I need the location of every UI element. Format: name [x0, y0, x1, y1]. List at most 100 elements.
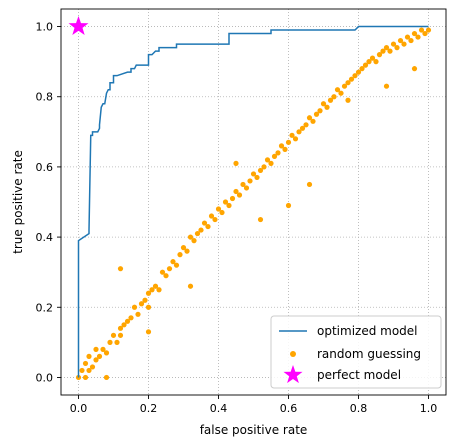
scatter-point — [219, 209, 225, 216]
y-tick-label: 0.2 — [36, 301, 54, 314]
scatter-point — [345, 80, 351, 86]
scatter-point — [362, 62, 369, 68]
scatter-point — [149, 287, 155, 293]
legend-box — [270, 315, 442, 389]
scatter-point — [240, 181, 246, 188]
scatter-point — [173, 262, 180, 268]
scatter-point — [422, 30, 428, 37]
scatter-point — [128, 315, 134, 321]
scatter-point — [275, 150, 281, 156]
y-tick-label: 0.8 — [36, 91, 54, 104]
scatter-point — [355, 69, 362, 75]
scatter-point — [278, 143, 285, 149]
roc-curve-line — [77, 25, 429, 378]
scatter-point — [138, 301, 145, 307]
scatter-point — [268, 160, 274, 166]
scatter-point — [334, 87, 341, 93]
scatter-point — [380, 48, 386, 54]
scatter-point — [383, 45, 390, 51]
scatter-point — [299, 125, 306, 131]
scatter-point — [82, 360, 89, 367]
scatter-point — [303, 122, 309, 128]
scatter-point — [177, 252, 183, 258]
scatter-point — [107, 339, 113, 345]
scatter-point — [110, 332, 117, 338]
scatter-point — [184, 248, 190, 254]
scatter-point — [292, 136, 299, 142]
scatter-point — [198, 227, 204, 233]
scatter-point — [117, 266, 124, 272]
scatter-point — [208, 213, 215, 219]
scatter-point — [285, 202, 292, 209]
y-axis-title: true positive rate — [11, 150, 25, 254]
scatter-point — [75, 374, 82, 381]
scatter-point — [394, 45, 400, 51]
scatter-point — [103, 350, 110, 356]
scatter-point — [390, 41, 397, 47]
x-axis-title: false positive rate — [200, 423, 308, 437]
perfect-model-star — [68, 16, 89, 36]
scatter-point — [418, 27, 425, 33]
scatter-point — [86, 367, 92, 374]
legend-label: optimized model — [317, 324, 418, 338]
x-tick-label: 0.6 — [280, 402, 298, 415]
scatter-point — [187, 283, 194, 289]
scatter-point — [156, 287, 162, 293]
scatter-point — [313, 111, 320, 117]
scatter-point — [117, 325, 124, 331]
scatter-point — [415, 34, 421, 40]
x-tick-label: 0.4 — [210, 402, 228, 415]
scatter-point — [257, 167, 264, 174]
scatter-point — [376, 52, 383, 58]
scatter-point — [114, 339, 120, 345]
scatter-point — [397, 37, 404, 44]
scatter-point — [373, 59, 379, 65]
scatter-point — [100, 346, 106, 352]
scatter-point — [369, 55, 376, 61]
scatter-point — [194, 230, 201, 237]
scatter-point — [86, 353, 92, 359]
scatter-point — [121, 322, 127, 328]
scatter-point — [212, 216, 218, 223]
scatter-point — [89, 364, 96, 370]
scatter-point — [145, 329, 152, 335]
scatter-point — [348, 76, 355, 82]
scatter-point — [296, 129, 302, 135]
scatter-point — [187, 234, 194, 240]
scatter-point — [82, 374, 89, 381]
scatter-point — [215, 206, 222, 212]
scatter-point — [142, 297, 148, 303]
scatter-point — [145, 290, 152, 296]
scatter-point — [401, 41, 407, 47]
scatter-point — [310, 118, 316, 124]
scatter-point — [289, 132, 295, 138]
plot-frame — [60, 8, 447, 396]
scatter-point — [117, 332, 124, 338]
scatter-point — [411, 66, 418, 72]
scatter-point — [250, 171, 257, 177]
scatter-point — [236, 192, 243, 198]
x-tick-label: 0.0 — [70, 402, 88, 415]
scatter-point — [180, 245, 187, 251]
scatter-point — [243, 185, 250, 191]
scatter-point — [285, 139, 292, 145]
y-tick-label: 1.0 — [36, 21, 54, 34]
scatter-point — [306, 181, 313, 188]
scatter-point — [320, 101, 327, 107]
scatter-point — [163, 273, 169, 279]
scatter-point — [366, 59, 372, 65]
scatter-point — [233, 188, 239, 195]
x-tick-label: 0.2 — [140, 402, 158, 415]
scatter-point — [383, 83, 390, 89]
scatter-point — [324, 104, 330, 110]
x-tick-label: 0.8 — [350, 402, 368, 415]
x-tick-label: 1.0 — [420, 402, 438, 415]
scatter-point — [93, 357, 99, 363]
legend-label: random guessing — [317, 347, 421, 361]
scatter-point — [103, 374, 110, 381]
scatter-point — [191, 238, 197, 244]
scatter-point — [331, 94, 337, 100]
scatter-point — [338, 90, 344, 96]
scatter-point — [264, 157, 271, 163]
